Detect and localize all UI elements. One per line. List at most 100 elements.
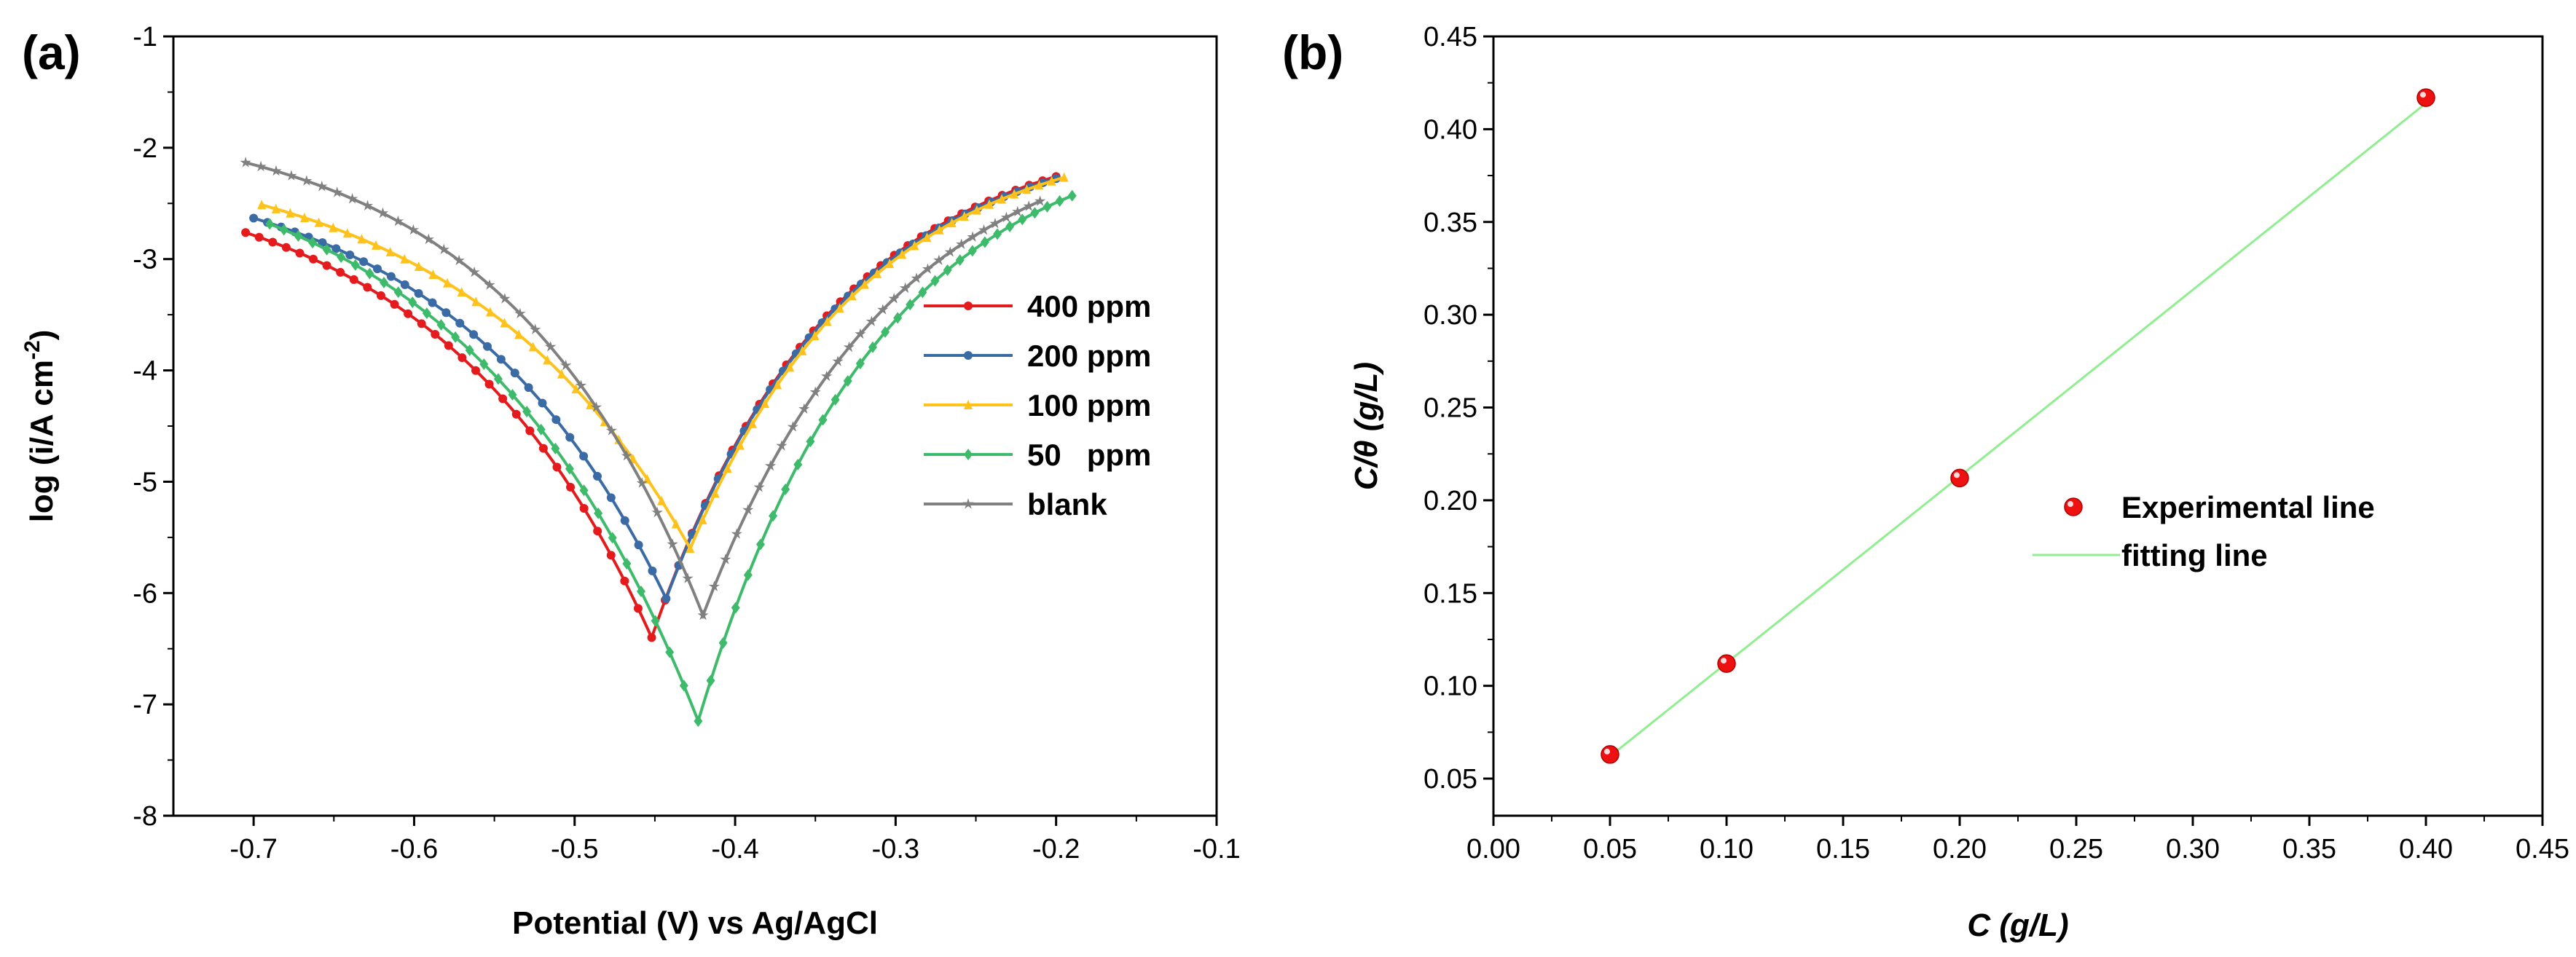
panel-a-series-marker	[528, 342, 538, 352]
panel-a-series-marker	[453, 254, 465, 266]
panel-b-point-highlight	[1604, 748, 1610, 755]
panel-a-series-marker	[455, 318, 465, 328]
panel-a-series-marker	[706, 674, 715, 687]
panel-a-series-marker	[551, 442, 560, 454]
panel-b-experimental-point	[1717, 654, 1736, 673]
panel-a-series-4	[240, 157, 1046, 621]
panel-a-legend-item: 200 ppm	[924, 339, 1151, 373]
panel-a-series-marker	[682, 572, 694, 583]
panel-a-series-marker	[843, 341, 855, 353]
panel-a-series-marker	[918, 286, 927, 299]
panel-a-series-marker	[606, 551, 616, 560]
panel-b-y-tick-label: 0.10	[1424, 672, 1477, 702]
panel-a-series-marker	[257, 200, 267, 210]
panel-a-series-marker	[498, 394, 508, 403]
panel-a-legend-marker	[964, 449, 973, 460]
panel-a-series-marker	[761, 398, 770, 409]
panel-b-experimental-point	[2416, 88, 2435, 107]
panel-a-series-marker	[500, 318, 509, 328]
panel-a-series-marker	[322, 261, 331, 270]
panel-a-series-marker	[1023, 200, 1034, 211]
panel-a-series-marker	[400, 253, 409, 264]
panel-b-y-axis-title: C/θ (g/L)	[1348, 362, 1384, 490]
panel-a-y-axis-title-superscript: -2	[20, 340, 44, 360]
panel-b-point-highlight	[1954, 472, 1960, 478]
panel-b-x-ticks: 0.00 0.05 0.10 0.15 0.20 0.25 0.30 0.35 0.40 0.45	[1466, 816, 2569, 865]
panel-a-series-marker	[479, 358, 489, 370]
panel-b-point-highlight	[1721, 658, 1727, 664]
panel-a-legend: 400 ppm 200 ppm 100 ppm 50 ppm blank	[924, 289, 1151, 521]
panel-a-series-marker	[316, 181, 328, 192]
panel-a-series-marker	[893, 312, 903, 324]
panel-b-y-tick-label: 0.40	[1424, 114, 1477, 145]
panel-a-series-marker	[1034, 195, 1046, 206]
panel-a-series-marker	[634, 540, 643, 550]
panel-a-series-marker	[471, 366, 480, 375]
panel-a-series-marker	[485, 307, 495, 317]
panel-a-series-marker	[877, 304, 889, 315]
panel-a-legend-marker	[962, 498, 974, 509]
panel-a-series-marker	[1000, 211, 1012, 223]
panel-a-series-marker	[868, 341, 877, 353]
panel-b-adsorption-isotherm-chart: (b) 0.00 0.05 0.10 0.15 0.20 0.25 0.30 0.35 0.40…	[1282, 22, 2569, 943]
panel-a-series-marker	[407, 224, 419, 235]
panel-a-series-marker	[860, 279, 869, 289]
panel-a-series-marker	[978, 224, 990, 235]
panel-a-series-marker	[605, 425, 617, 436]
panel-a-series-marker	[279, 224, 288, 236]
panel-a-series-marker	[967, 245, 977, 257]
panel-a-x-ticks: -0.7 -0.6 -0.5 -0.4 -0.3 -0.2 -0.1	[229, 816, 1241, 865]
panel-a-series-marker	[469, 330, 479, 339]
panel-a-y-axis-title-close: )	[24, 330, 60, 341]
panel-a-y-tick-label: -8	[133, 801, 157, 832]
panel-a-polarization-chart: (a) -0.7 -0.6 -0.5 -0.4 -0.3 -0.2 -0.1 -8-7-6-…	[20, 22, 1241, 941]
panel-a-series-2	[257, 172, 1069, 554]
panel-a-series-marker	[349, 275, 358, 284]
panel-a-series-marker	[830, 393, 840, 406]
panel-a-series-marker	[484, 279, 495, 290]
panel-a-series-marker	[565, 433, 575, 442]
panel-a-series-marker	[997, 194, 1007, 204]
panel-a-series-marker	[651, 615, 660, 627]
panel-b-x-tick-label: 0.10	[1700, 834, 1754, 865]
panel-a-series-marker	[657, 495, 667, 505]
panel-a-series-marker	[386, 272, 396, 281]
panel-a-series-marker	[1055, 195, 1064, 208]
panel-b-legend-label: fitting line	[2121, 538, 2268, 572]
panel-a-series-marker	[720, 554, 731, 564]
panel-a-series-marker	[594, 507, 603, 519]
panel-a-series-marker	[1034, 180, 1044, 190]
panel-a-series-marker	[821, 370, 833, 382]
panel-a-series-marker	[392, 215, 404, 227]
panel-a-legend-item: blank	[924, 487, 1107, 521]
panel-a-series-marker	[566, 482, 576, 492]
panel-a-series-marker	[798, 403, 810, 414]
panel-a-series-marker	[510, 369, 519, 378]
panel-a-series-marker	[873, 268, 882, 278]
panel-a-series-marker	[295, 248, 305, 258]
panel-a-series-marker	[922, 232, 932, 243]
panel-a-series-marker	[647, 633, 656, 642]
panel-a-series-marker	[281, 243, 291, 252]
panel-a-series-marker	[787, 421, 798, 432]
panel-a-series-marker	[843, 375, 852, 387]
panel-a-series-marker	[552, 462, 562, 472]
panel-a-series-marker	[363, 283, 372, 292]
panel-a-series-marker	[809, 386, 821, 397]
panel-a-series-marker	[444, 341, 453, 350]
panel-a-series-marker	[404, 309, 413, 318]
panel-a-series-marker	[698, 514, 707, 524]
panel-a-series-marker	[428, 298, 437, 307]
panel-b-x-tick-label: 0.20	[1933, 834, 1987, 865]
panel-a-series-marker	[959, 211, 969, 221]
panel-a-series-marker	[881, 326, 890, 338]
panel-a-x-tick-label: -0.6	[390, 834, 438, 865]
panel-a-series-marker	[922, 263, 934, 274]
panel-a-series-marker	[855, 328, 866, 339]
panel-b-x-tick-label: 0.05	[1583, 834, 1637, 865]
panel-a-series-marker	[377, 207, 389, 218]
panel-a-series-marker	[308, 237, 318, 249]
panel-a-series-marker	[441, 308, 451, 318]
panel-a-series-marker	[723, 463, 732, 473]
panel-a-series-marker	[694, 715, 703, 728]
